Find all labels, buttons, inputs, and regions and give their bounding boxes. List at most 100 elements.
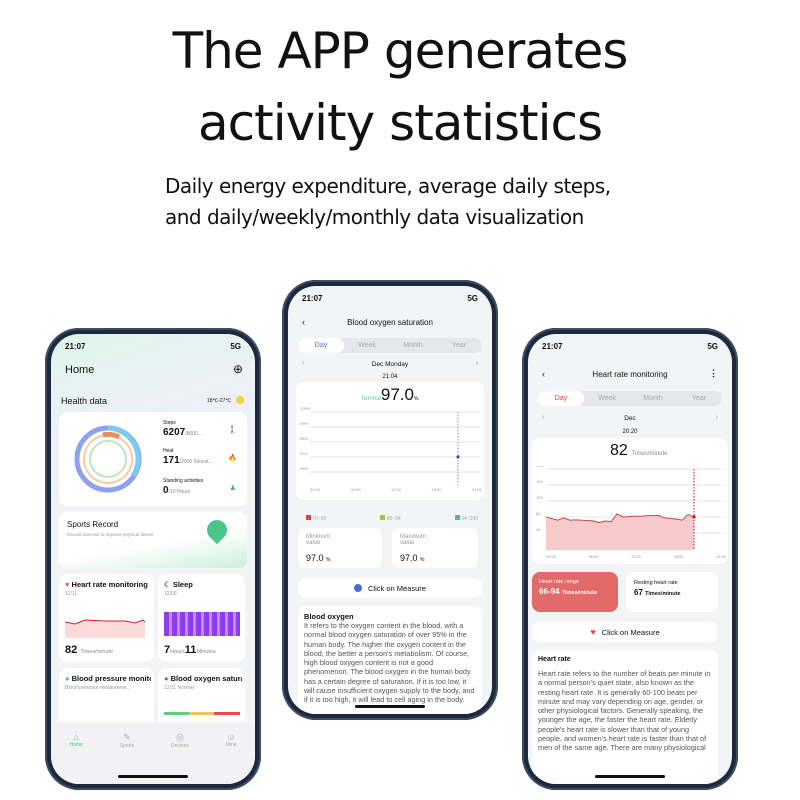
sun-icon	[236, 396, 244, 404]
legend-high: 94~100	[454, 515, 478, 522]
tab-month[interactable]: Month	[403, 342, 423, 349]
y-tick-label: 98%	[300, 436, 308, 441]
heart-icon: ♥	[590, 627, 596, 637]
walk-icon: 🚶	[228, 427, 237, 434]
more-icon[interactable]: ⋮	[709, 368, 718, 378]
oxygen-bar	[164, 712, 240, 715]
x-tick-label: 00:00	[310, 487, 321, 492]
y-tick-label: 99%	[300, 421, 308, 426]
tab-year[interactable]: Year	[451, 342, 467, 349]
x-tick-label: 00:00	[546, 554, 557, 559]
tab-week[interactable]: Week	[598, 395, 616, 402]
hr-value: 82 Times/minute	[65, 644, 114, 656]
y-tick-label: 160	[536, 479, 543, 484]
oxygen-value: 97.0	[380, 385, 414, 404]
headline-line1: The APP generates	[172, 22, 629, 80]
page-title: Blood oxygen saturation	[347, 318, 433, 327]
reading-time: 20:20	[622, 429, 638, 435]
description-card: Heart rate Heart rate refers to the numb…	[532, 650, 718, 784]
stand-value: 0/10 Hours	[163, 485, 191, 496]
page-title: Heart rate monitoring	[592, 370, 668, 379]
status-time: 21:07	[302, 294, 323, 303]
steps-value: 6207/8000...	[163, 427, 202, 438]
date-label: Dec	[624, 415, 636, 422]
measure-button[interactable]: Click on Measure	[298, 578, 482, 598]
nav-sports[interactable]: ✎ Sports	[119, 732, 135, 749]
headline-line2: activity statistics	[197, 94, 603, 152]
weather: 18℃-27℃	[206, 398, 231, 404]
page-title: Home	[65, 364, 95, 376]
x-tick-label: 12:00	[391, 487, 402, 492]
y-tick-label: 200	[536, 466, 543, 468]
x-tick-label: 12:00	[631, 554, 642, 559]
x-tick-label: 06:00	[589, 554, 600, 559]
heart-chart-card: 82 Times/minute 200160120804000:0006:001…	[532, 438, 728, 564]
ox-title: Blood oxygen saturation	[170, 674, 242, 683]
y-tick-label: 40	[536, 527, 541, 532]
nav-devices[interactable]: ◎ Devices	[171, 732, 189, 749]
next-day-button[interactable]: ›	[715, 414, 718, 421]
heart-rate-card[interactable]: ♥ Heart rate monitoring 12/11 82 Times/m…	[59, 574, 154, 662]
bp-title: Blood pressure monitoring	[71, 674, 151, 683]
sports-title: Sports Record	[67, 520, 119, 529]
period-tabs: Day Week Month Year	[538, 391, 722, 406]
y-tick-label: 120	[536, 495, 543, 500]
moon-icon: ☾	[164, 580, 171, 589]
ox-sub: 12/11 Normal	[164, 685, 194, 691]
sleep-date: 12/09	[164, 591, 177, 597]
tab-day[interactable]: Day	[298, 338, 344, 353]
prev-day-button[interactable]: ‹	[542, 414, 545, 421]
activity-card[interactable]: Steps 6207/8000... 🚶 Heat 171/2000 Kiloc…	[59, 412, 247, 506]
hr-title: Heart rate monitoring	[71, 580, 148, 589]
x-tick-label: 18:00	[674, 554, 685, 559]
prev-day-button[interactable]: ‹	[302, 360, 305, 367]
status-network: 5G	[230, 342, 241, 351]
nav-home[interactable]: ⌂ Home	[69, 732, 83, 748]
desc-title: Blood oxygen	[304, 612, 354, 621]
heart-icon: ♥	[65, 580, 70, 589]
tab-month[interactable]: Month	[643, 395, 663, 402]
blood-pressure-card[interactable]: ● Blood pressure monitoring Blood pressu…	[59, 668, 154, 728]
max-value-card: Maximum value 97.0 %	[392, 528, 478, 568]
description-card: Blood oxygen It refers to the oxygen con…	[298, 606, 482, 714]
status-time: 21:07	[542, 342, 563, 351]
tab-week[interactable]: Week	[358, 342, 376, 349]
x-tick-label: 06:00	[351, 487, 362, 492]
legend-mid: 90~94	[380, 515, 401, 522]
legend-low: 70~90	[306, 515, 326, 522]
desc-text: Heart rate refers to the number of beats…	[538, 669, 711, 753]
bottom-nav: ⌂ Home ✎ Sports ◎ Devices ☺ Mine	[51, 722, 255, 784]
sleep-card[interactable]: ☾ Sleep 12/09 7Hours11Minutes	[158, 574, 245, 662]
reading-time: 21:04	[382, 374, 398, 380]
phone-blood-oxygen: 21:07 5G ‹ Blood oxygen saturation Day Wee…	[282, 280, 498, 720]
heart-value: 82	[610, 442, 628, 459]
heart-line	[545, 513, 695, 524]
sports-record-card[interactable]: Sports Record Record exercise to improve…	[59, 512, 247, 568]
next-day-button[interactable]: ›	[475, 360, 478, 367]
tab-year[interactable]: Year	[691, 395, 707, 402]
oxygen-legend: 70~90 90~94 94~100	[306, 515, 478, 522]
nav-mine[interactable]: ☺ Mine	[225, 732, 237, 748]
back-button[interactable]: ‹	[302, 317, 305, 327]
add-icon[interactable]: ⊕	[232, 362, 243, 376]
x-tick-label: 18:00	[432, 487, 443, 492]
home-indicator	[355, 705, 425, 708]
sleep-title: Sleep	[172, 580, 193, 589]
phone-home: 21:07 5G Home ⊕ Health data 18℃-27℃ Steps…	[45, 328, 261, 790]
blood-oxygen-card[interactable]: ● Blood oxygen saturation 12/11 Normal	[158, 668, 245, 728]
back-button[interactable]: ‹	[542, 369, 545, 379]
subtitle-line1: Daily energy expenditure, average daily …	[165, 174, 611, 198]
steps-label: Steps	[163, 420, 176, 426]
tab-day[interactable]: Day	[538, 391, 584, 406]
measure-button[interactable]: ♥ Click on Measure	[532, 622, 718, 642]
heart-chart: 200 160 120 80 40 00:00 06:00 12:00 18:00 24:00	[536, 466, 727, 559]
sleep-value: 7Hours11Minutes	[164, 644, 216, 656]
location-pin-icon	[202, 515, 232, 545]
status-time: 21:07	[65, 342, 86, 351]
heart-range-card: Heart rate range 66-94 Times/minute	[532, 572, 618, 612]
period-tabs: Day Week Month Year	[298, 338, 482, 353]
oxygen-chart-card: Normal97.0% 100% 99% 98% 97% 96% 00:00 06:00 12…	[296, 382, 484, 500]
resting-heart-card: Resting heart rate 67 Times/minute	[626, 572, 718, 612]
min-value-card: Minimum value 97.0 %	[298, 528, 382, 568]
heat-value: 171/2000 Kilocal...	[163, 455, 213, 466]
